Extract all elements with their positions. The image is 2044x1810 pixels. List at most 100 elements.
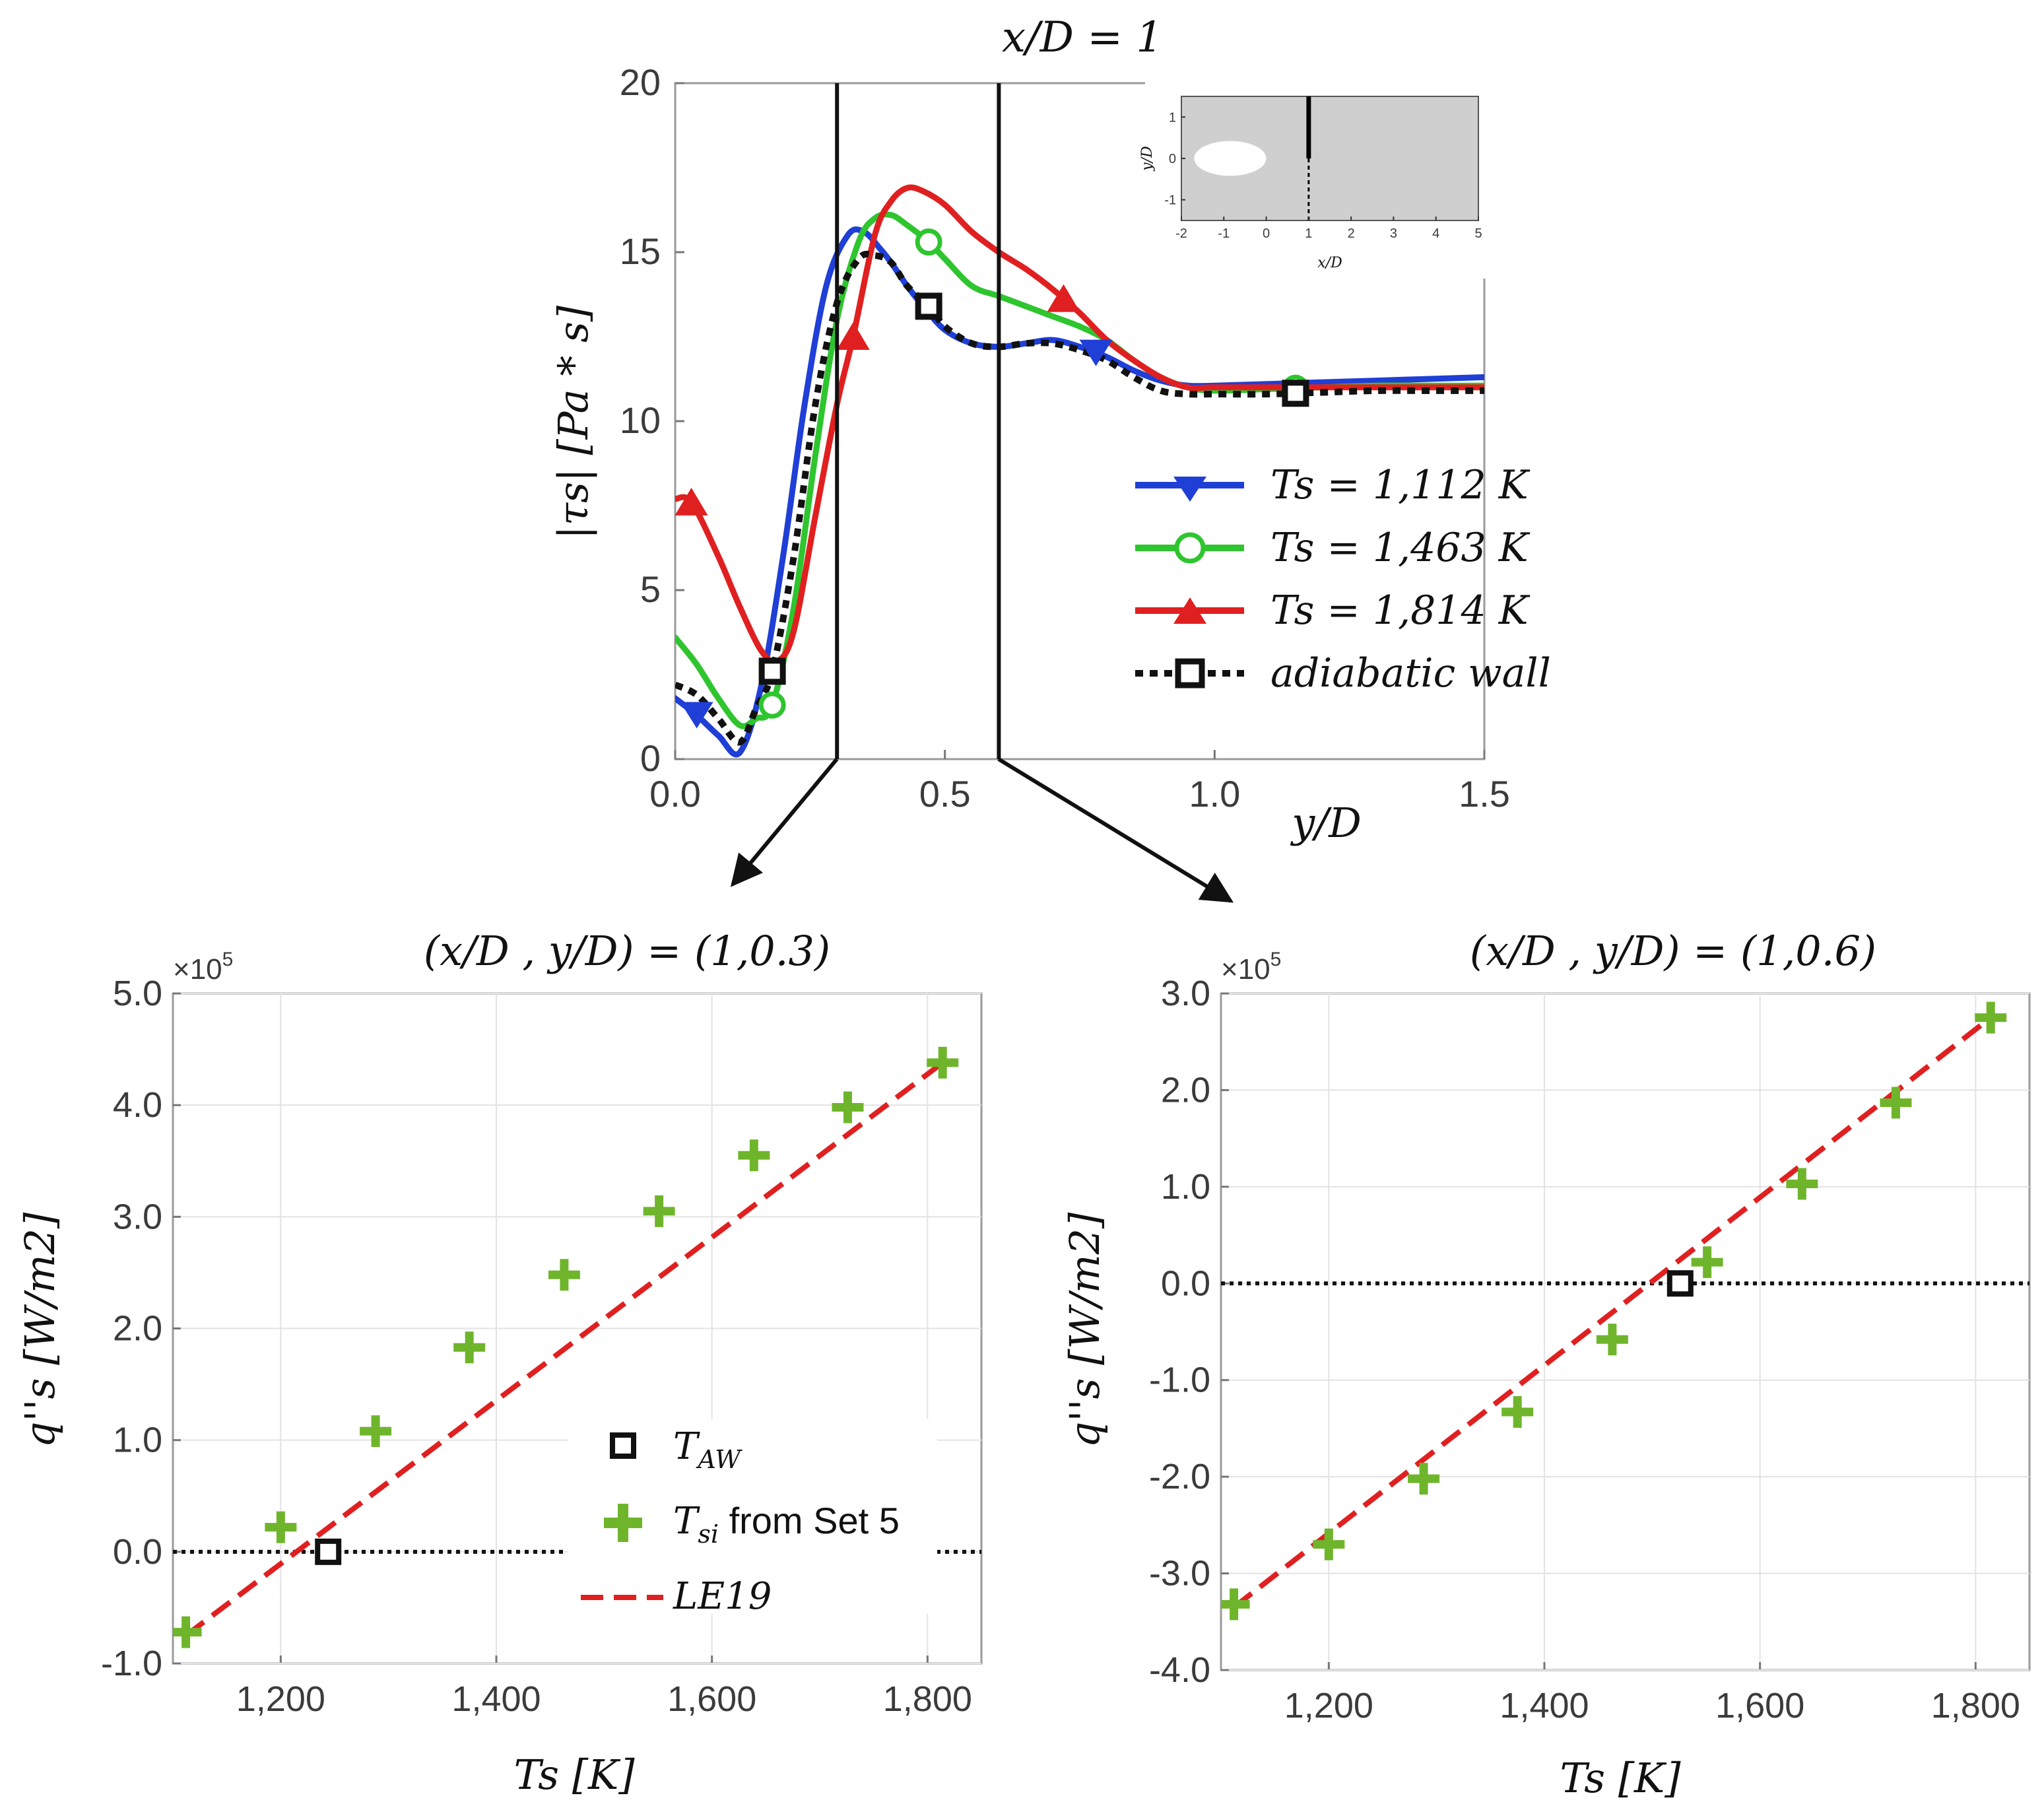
- marker-square: [915, 292, 942, 320]
- legend-label-tsi: Tsi from Set 5: [673, 1500, 900, 1549]
- br-ytick-label: -2.0: [1149, 1457, 1210, 1496]
- bl-ytick-label: -1.0: [101, 1644, 162, 1683]
- marker-square: [758, 657, 786, 685]
- bl-xtick-label: 1,600: [667, 1679, 756, 1719]
- legend-label-taw: TAW: [673, 1425, 742, 1474]
- bl-ytick-label: 2.0: [113, 1309, 162, 1349]
- br-grid: [1221, 992, 2029, 1671]
- inset-xtick-label: 1: [1305, 226, 1312, 241]
- br-title: (x/D , y/D) = (1,0.6): [1470, 927, 1876, 975]
- top-xlabel: y/D: [1290, 799, 1362, 847]
- bl-ytick-label: 3.0: [113, 1197, 162, 1236]
- br-ytick-label: -4.0: [1149, 1650, 1210, 1690]
- bl-tsi-point: [265, 1511, 297, 1543]
- inset-xtick-label: -1: [1218, 226, 1230, 241]
- marker-square: [1282, 380, 1309, 407]
- inset-xlabel: x/D: [1317, 255, 1342, 271]
- inset-xtick-label: 3: [1390, 226, 1397, 241]
- legend-label-1112: Ts = 1,112 K: [1270, 462, 1531, 508]
- br-tsi-point: [1596, 1324, 1628, 1356]
- br-ylabel: q''s [W/m2]: [1061, 1212, 1109, 1448]
- bl-le19-line: [184, 1060, 944, 1638]
- marker-triangle-down: [680, 702, 713, 729]
- br-le19-line: [1232, 1015, 1993, 1609]
- br-ytick-label: 1.0: [1161, 1167, 1210, 1207]
- inset-domain-map: -2 -1 0 1 2 3 4 5 1 0 -1 x/D y/D: [1139, 74, 1488, 279]
- top-grid: [674, 82, 1486, 760]
- top-ytick-label: 5: [640, 568, 661, 610]
- top-ytick-label: 10: [620, 399, 661, 441]
- br-tsi-point: [1408, 1463, 1440, 1495]
- top-chart-title: x/D = 1: [1002, 13, 1163, 62]
- inset-xtick-label: -2: [1175, 226, 1187, 241]
- bl-tsi-point: [453, 1331, 486, 1364]
- bl-ytick-label: 5.0: [113, 974, 162, 1013]
- top-ytick-label: 20: [620, 61, 661, 103]
- arrow-to-left-panel: [730, 758, 839, 887]
- legend-label-adiabatic: adiabatic wall: [1270, 650, 1551, 696]
- bl-tsi-point: [832, 1091, 864, 1123]
- br-xlabel: Ts [K]: [1560, 1754, 1681, 1802]
- br-xtick-label: 1,400: [1500, 1686, 1589, 1726]
- top-markers-group: [675, 228, 1309, 729]
- marker-triangle-down: [1079, 339, 1113, 366]
- top-ytick-label: 0: [640, 737, 661, 779]
- top-ylabel: |τs| [Pa * s]: [549, 305, 597, 539]
- legend-label-1814: Ts = 1,814 K: [1270, 587, 1531, 634]
- br-tsi-point: [1786, 1168, 1818, 1200]
- bl-tsi-point: [927, 1046, 959, 1079]
- br-xtick-label: 1,200: [1284, 1686, 1373, 1726]
- top-xtick-label: 1.5: [1459, 773, 1510, 815]
- br-ytick-label: 3.0: [1161, 974, 1210, 1013]
- inset-ytick-label: 0: [1169, 152, 1176, 166]
- br-data: [1221, 1001, 2029, 1621]
- legend-marker-triangle-up: [1173, 597, 1206, 624]
- bl-tsi-point: [173, 1616, 202, 1648]
- bl-xtick-label: 1,200: [236, 1679, 325, 1719]
- br-taw-marker: [1666, 1270, 1694, 1297]
- legend-marker-taw: [610, 1432, 636, 1459]
- bl-taw-marker: [315, 1538, 342, 1565]
- legend-marker-square: [1175, 658, 1205, 688]
- br-ytick-label: -3.0: [1149, 1554, 1210, 1593]
- bl-xlabel: Ts [K]: [513, 1751, 635, 1799]
- heat-flux-chart-0.6: (x/D , y/D) = (1,0.6) 1,200 1,400 1,600 1,8…: [1061, 927, 2031, 1802]
- inset-ticks: -2 -1 0 1 2 3 4 5 1 0 -1: [1164, 110, 1482, 241]
- inset-ytick-label: 1: [1169, 110, 1176, 125]
- br-tsi-point: [1501, 1396, 1534, 1428]
- top-ytick-label: 15: [620, 230, 661, 272]
- top-legend: Ts = 1,112 K Ts = 1,463 K Ts = 1,814 K a…: [1135, 462, 1551, 696]
- marker-triangle-up: [836, 322, 870, 350]
- bl-ytick-label: 0.0: [113, 1532, 162, 1572]
- legend-marker-triangle-down: [1173, 477, 1206, 502]
- bl-xtick-label: 1,400: [451, 1679, 541, 1719]
- inset-xtick-label: 0: [1263, 226, 1270, 241]
- br-ytick-label: -1.0: [1149, 1360, 1210, 1400]
- legend-label-le19: LE19: [673, 1575, 772, 1618]
- top-xtick-label: 1.0: [1189, 773, 1240, 815]
- br-tsi-point: [1313, 1528, 1345, 1560]
- bl-tsi-point: [738, 1139, 770, 1172]
- br-tsi-point: [1691, 1246, 1723, 1279]
- bl-legend: TAW Tsi from Set 5 LE19: [568, 1419, 937, 1618]
- br-tsi-point: [1975, 1001, 2007, 1034]
- heat-flux-chart-0.3: (x/D , y/D) = (1,0.3) 1,200 1,400 1,600 1,8…: [16, 927, 983, 1799]
- inset-hole: [1194, 141, 1267, 176]
- legend-marker-plus: [604, 1504, 642, 1542]
- br-plot-area: [1220, 992, 2031, 1671]
- arrow-to-right-panel: [997, 757, 1234, 903]
- top-xtick-label: 0.5: [919, 773, 971, 815]
- inset-xtick-label: 2: [1348, 226, 1355, 241]
- inset-ytick-label: -1: [1164, 193, 1176, 208]
- bl-exponent: ×105: [173, 949, 233, 986]
- bl-xtick-label: 1,800: [883, 1679, 972, 1719]
- br-ticks: 1,200 1,400 1,600 1,800 -4.0 -3.0 -2.0 -1.0 0.0 1…: [1149, 974, 2020, 1726]
- inset-ylabel: y/D: [1139, 146, 1156, 172]
- bl-tsi-point: [360, 1415, 392, 1448]
- br-xtick-label: 1,600: [1715, 1686, 1804, 1726]
- bl-tsi-point: [548, 1259, 580, 1291]
- marker-circle: [758, 691, 786, 719]
